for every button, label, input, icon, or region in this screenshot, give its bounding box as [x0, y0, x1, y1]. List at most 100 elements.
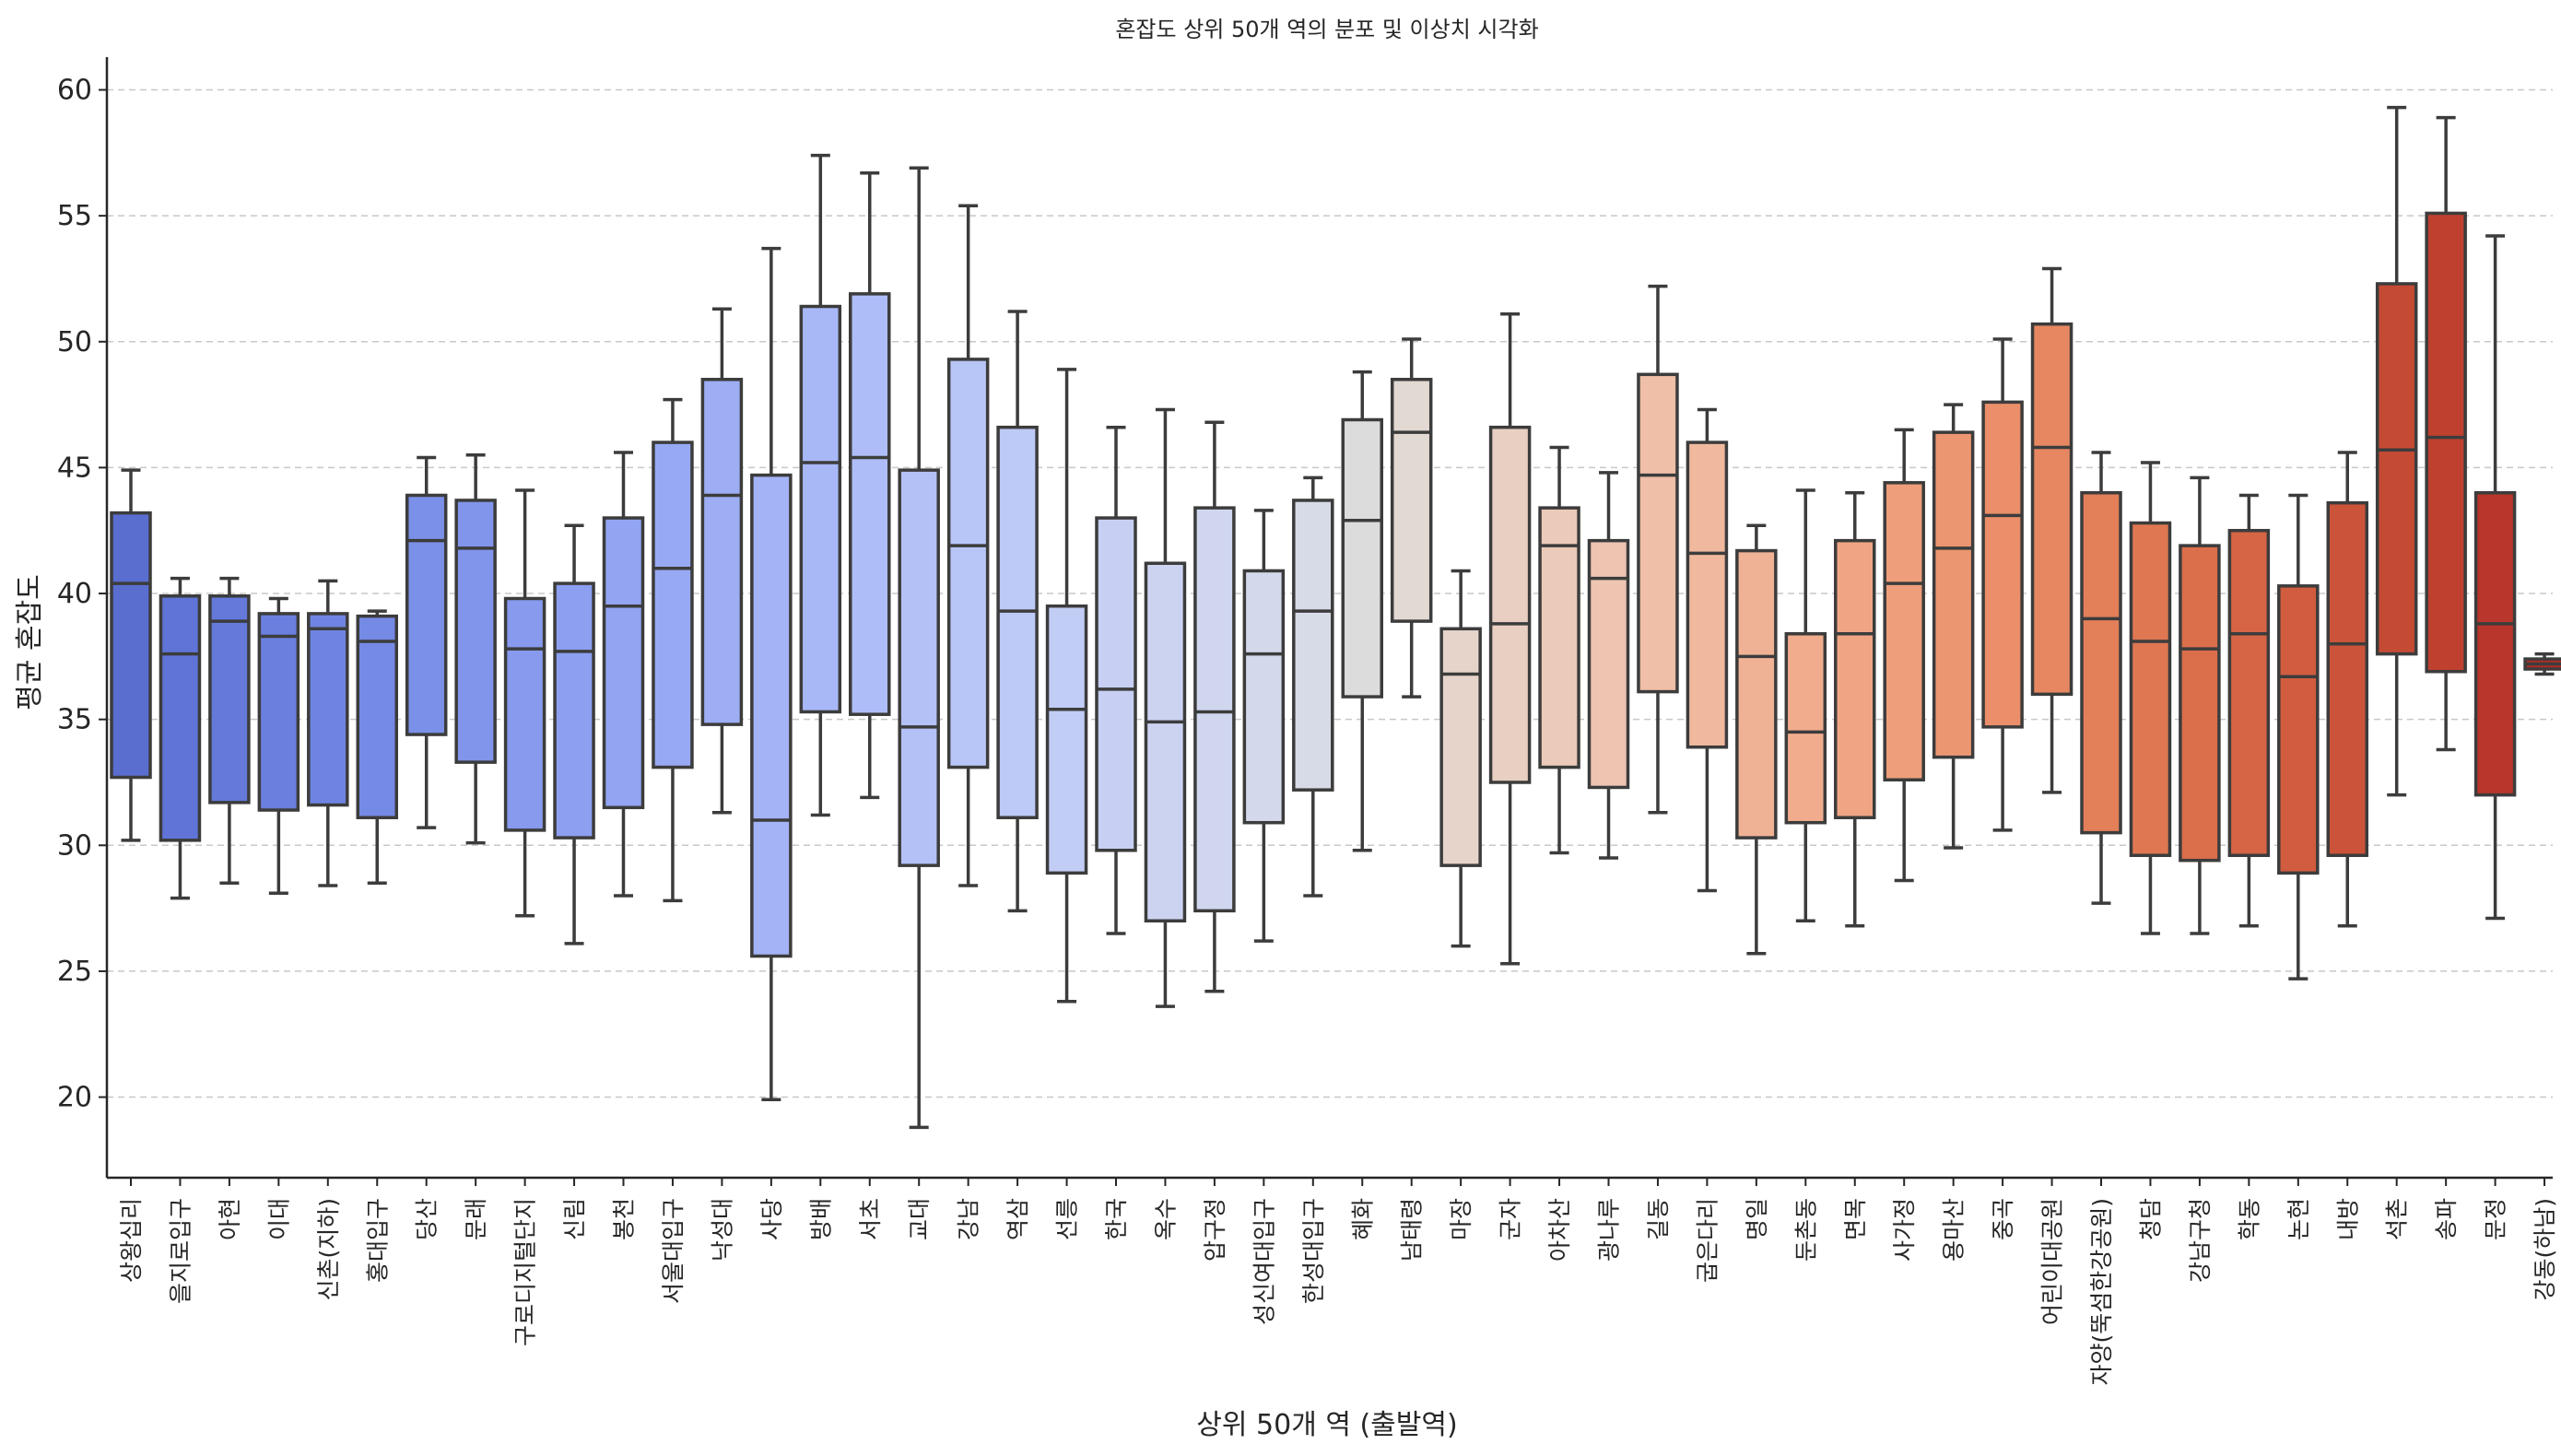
box-iqr [1488, 425, 1532, 784]
x-tick-label: 한국 [1103, 1198, 1130, 1240]
box-iqr [1981, 400, 2024, 729]
box-iqr [257, 612, 300, 812]
y-tick-label: 30 [57, 829, 92, 862]
box-iqr [356, 614, 398, 819]
x-tick-label: 논현 [2285, 1198, 2312, 1240]
box-iqr [1439, 627, 1482, 867]
x-tick-label: 당산 [414, 1198, 441, 1240]
box-group [1637, 284, 1679, 815]
box-group [553, 523, 595, 945]
box-group [503, 488, 546, 918]
y-tick-label: 25 [57, 956, 92, 988]
box-group [2030, 266, 2073, 794]
box-iqr [1686, 440, 1729, 749]
x-tick-label: 을지로입구 [167, 1198, 194, 1304]
box-group [996, 310, 1039, 913]
box-group [2179, 476, 2221, 935]
box-iqr [1587, 538, 1630, 790]
box-group [159, 576, 202, 900]
y-ticks: 20 25 30 35 40 45 50 55 60 [57, 75, 107, 1114]
box-iqr [1735, 548, 1778, 840]
x-tick-label: 사가정 [1891, 1198, 1918, 1262]
x-tick-label: 굽은다리 [1694, 1198, 1721, 1283]
x-tick-label: 역삼 [1004, 1198, 1031, 1240]
x-tick-label: 홍대입구 [364, 1198, 391, 1283]
x-tick-label: 둔촌동 [1792, 1198, 1819, 1262]
y-tick-label: 50 [57, 326, 92, 358]
box-iqr [1045, 604, 1088, 875]
x-tick-label: 서초 [857, 1198, 884, 1240]
box-group [1883, 428, 1925, 883]
box-iqr [405, 493, 448, 736]
box-group [257, 596, 300, 895]
box-group [799, 153, 842, 817]
box-iqr [849, 292, 891, 716]
box-iqr [946, 358, 990, 769]
box-group [849, 170, 891, 800]
x-tick-label: 어린이대공원 [2039, 1198, 2066, 1325]
box-group [1834, 490, 1876, 928]
box-group [1390, 337, 1433, 699]
box-group [1341, 370, 1383, 852]
box-iqr [1095, 516, 1137, 852]
box-group [2375, 105, 2418, 797]
x-tick-label: 선릉 [1054, 1198, 1081, 1240]
y-axis-label: 평균 혼잡도 [14, 574, 46, 710]
box-group [2326, 451, 2368, 928]
x-tick-label: 아현 [217, 1198, 243, 1240]
box-group [1981, 337, 2024, 832]
box-group [1735, 523, 1778, 956]
box-iqr [1292, 499, 1334, 792]
x-tick-label: 명일 [1744, 1198, 1770, 1240]
x-tick-label: 석촌 [2384, 1198, 2411, 1240]
box-iqr [2425, 211, 2467, 674]
box-iqr [1637, 372, 1679, 694]
box-iqr [1538, 506, 1580, 769]
x-tick-label: 광나루 [1596, 1198, 1623, 1262]
x-tick-label: 마장 [1448, 1198, 1474, 1240]
box-iqr [2080, 490, 2122, 835]
x-tick-label: 문래 [463, 1198, 489, 1240]
x-tick-label: 성신여대입구 [1251, 1198, 1277, 1325]
box-group [1686, 407, 1729, 893]
x-tick-label: 신촌(지하) [315, 1198, 342, 1301]
box-iqr [2473, 490, 2517, 797]
x-tick-label: 군자 [1498, 1198, 1524, 1240]
box-group [1144, 407, 1187, 1008]
x-tick-label: 면목 [1842, 1198, 1869, 1240]
box-iqr [110, 511, 152, 780]
box-group [1193, 420, 1236, 993]
x-tick-label: 혜화 [1349, 1198, 1376, 1240]
x-tick-label: 낙성대 [709, 1198, 735, 1262]
x-tick-label: 길동 [1645, 1198, 1672, 1240]
box-group [2277, 493, 2320, 980]
y-tick-label: 35 [57, 704, 92, 736]
y-tick-label: 45 [57, 452, 92, 484]
x-tick-label: 이대 [265, 1198, 292, 1240]
x-ticks: 상왕십리 을지로입구 아현 이대 신촌(지하) 홍대입구 당산 문래 구로디지털단지 신림 봉천 서울… [118, 1178, 2558, 1386]
box-group [1292, 476, 1334, 898]
box-iqr [2227, 528, 2271, 857]
box-iqr [799, 304, 842, 714]
box-group [1242, 509, 1286, 943]
x-tick-label: 강동(하남) [2532, 1198, 2558, 1301]
box-group [454, 452, 497, 845]
box-iqr [1932, 430, 1975, 759]
box-group [1784, 488, 1827, 923]
x-tick-label: 강남구청 [2187, 1198, 2214, 1283]
box-iqr [996, 425, 1039, 819]
x-tick-label: 신림 [561, 1198, 588, 1240]
box-iqr [208, 594, 251, 804]
box-iqr [454, 499, 497, 764]
box-group [1439, 569, 1482, 948]
x-tick-label: 내방 [2334, 1198, 2361, 1240]
box-group [2227, 493, 2271, 928]
x-tick-label: 용마산 [1941, 1198, 1968, 1262]
box-group [2473, 234, 2517, 921]
x-tick-label: 교대 [906, 1198, 933, 1240]
x-tick-label: 봉천 [611, 1198, 638, 1240]
box-iqr [503, 596, 546, 832]
box-iqr [1341, 417, 1383, 699]
